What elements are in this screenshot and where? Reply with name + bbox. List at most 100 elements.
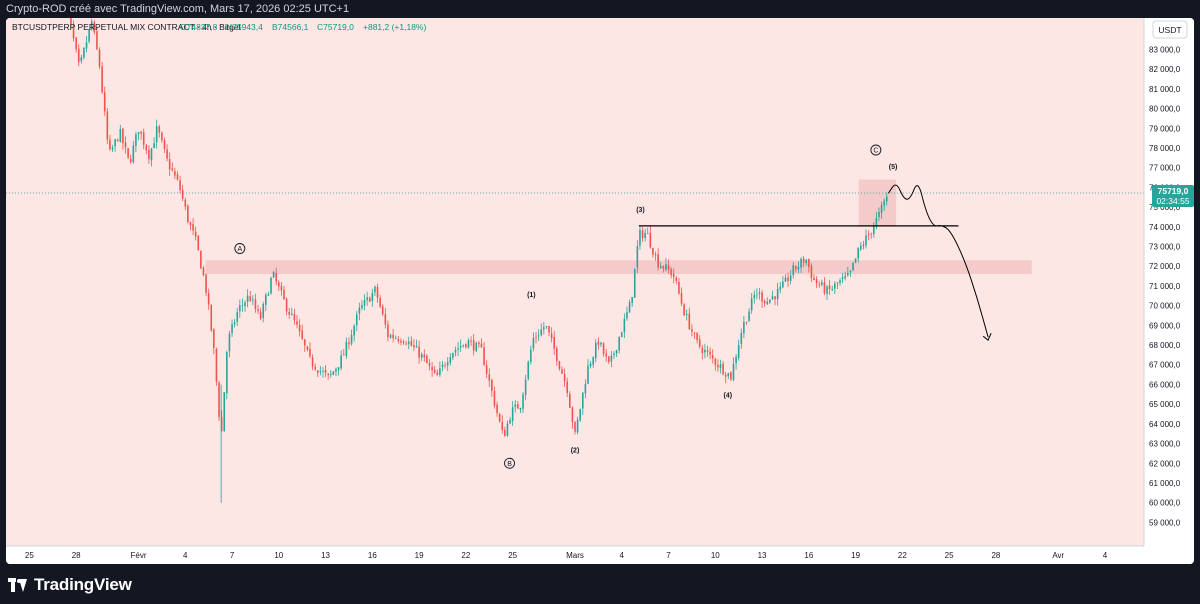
- price-tick-label: 83 000,0: [1149, 46, 1181, 55]
- candle-body: [800, 258, 802, 268]
- candle-body: [192, 224, 194, 231]
- brand-name: TradingView: [34, 575, 132, 594]
- currency-button[interactable]: [1152, 20, 1188, 39]
- candle-body: [761, 292, 763, 302]
- legend-change: +881,2 (+1,18%): [363, 22, 426, 32]
- candle-body: [813, 277, 815, 281]
- candle-body: [574, 422, 576, 432]
- wave-label-a: A: [237, 246, 242, 253]
- candle-body: [870, 233, 872, 235]
- candle-body: [659, 266, 662, 269]
- candle-body: [376, 287, 379, 298]
- chart-frame[interactable]: A B C (1) (2) (3) (4) (5) BTCUSDTPERP PERPETUAL…: [6, 18, 1194, 564]
- candle-body: [239, 305, 241, 312]
- candle-body: [189, 222, 192, 226]
- projection-arrowhead: [982, 332, 992, 341]
- tradingview-logo[interactable]: TradingView: [8, 575, 132, 595]
- price-tick-label: 78 000,0: [1149, 144, 1181, 153]
- price-tick-label: 68 000,0: [1149, 341, 1181, 350]
- candle-body: [688, 313, 691, 330]
- candle-body: [257, 309, 259, 312]
- candle-body: [200, 250, 202, 269]
- candle-body: [387, 324, 389, 338]
- candle-body: [730, 372, 732, 380]
- time-tick-label: 13: [758, 551, 767, 560]
- projection-path: [887, 184, 989, 338]
- candle-body: [821, 282, 823, 286]
- candle-body: [644, 232, 646, 239]
- candle-body: [244, 302, 246, 306]
- candle-body: [844, 275, 847, 278]
- time-tick-label: Févr: [131, 551, 147, 560]
- candle-body: [215, 348, 218, 382]
- candle-body: [885, 196, 888, 202]
- candle-body: [358, 307, 361, 314]
- candle-body: [220, 416, 223, 431]
- candle-body: [743, 321, 745, 334]
- top-zone: [858, 179, 897, 227]
- candle-body: [818, 284, 821, 286]
- time-tick-label: 13: [321, 551, 330, 560]
- candle-body: [272, 271, 275, 278]
- candle-body: [805, 259, 808, 264]
- candle-body: [701, 347, 704, 354]
- candle-body: [140, 131, 142, 134]
- candle-body: [706, 350, 709, 352]
- candle-body: [667, 265, 670, 270]
- candle-body: [566, 381, 569, 393]
- candle-body: [278, 282, 280, 287]
- candle-body: [727, 373, 730, 377]
- tradingview-logo-icon: [8, 578, 28, 592]
- candle-body: [174, 171, 176, 176]
- price-tick-label: 80 000,0: [1149, 105, 1181, 114]
- candle-body: [345, 341, 348, 356]
- price-axis[interactable]: [1144, 18, 1194, 546]
- candle-body: [316, 370, 319, 373]
- price-tag-countdown: 02:34:55: [1156, 196, 1189, 206]
- candle-body: [620, 332, 623, 338]
- candle-body: [267, 294, 270, 296]
- candle-body: [246, 295, 249, 302]
- candle-body: [524, 379, 527, 396]
- candle-body: [168, 158, 171, 170]
- candle-body: [740, 332, 743, 345]
- candle-body: [116, 139, 119, 142]
- price-tick-label: 59 000,0: [1149, 518, 1181, 527]
- candle-body: [379, 298, 381, 307]
- candle-body: [589, 363, 592, 367]
- candle-body: [129, 158, 132, 163]
- candle-body: [137, 132, 140, 135]
- candle-body: [646, 233, 649, 235]
- candle-body: [366, 297, 368, 301]
- byline-text: Crypto-ROD créé avec TradingView.com, Ma…: [6, 3, 350, 15]
- candle-body: [857, 248, 860, 259]
- candle-body: [342, 354, 345, 356]
- candle-body: [298, 325, 301, 332]
- candle-body: [423, 354, 426, 358]
- candle-body: [815, 279, 818, 284]
- candle-body: [148, 149, 150, 160]
- candle-body: [181, 189, 184, 199]
- candle-body: [672, 273, 675, 277]
- candle-body: [262, 304, 265, 318]
- candle-body: [322, 371, 324, 372]
- candle-body: [750, 298, 753, 311]
- zones-layer: [205, 179, 1032, 275]
- candle-body: [127, 148, 129, 158]
- drawings-layer: [638, 184, 992, 341]
- candle-body: [776, 289, 779, 300]
- price-tick-label: 73 000,0: [1149, 243, 1181, 252]
- candle-body: [465, 344, 467, 348]
- candle-body: [696, 332, 698, 341]
- time-axis[interactable]: [6, 546, 1194, 564]
- price-chart[interactable]: A B C (1) (2) (3) (4) (5) BTCUSDTPERP PERPETUAL…: [6, 18, 1194, 564]
- candle-body: [293, 314, 296, 321]
- candle-body: [355, 314, 358, 326]
- candle-body: [491, 379, 493, 391]
- candle-body: [662, 265, 665, 269]
- candle-body: [462, 344, 465, 346]
- candle-body: [184, 199, 187, 207]
- time-tick-label: 25: [945, 551, 954, 560]
- time-tick-label: 4: [620, 551, 625, 560]
- legend-symbol: BTCUSDTPERP PERPETUAL MIX CONTRACT · 4h …: [12, 22, 242, 32]
